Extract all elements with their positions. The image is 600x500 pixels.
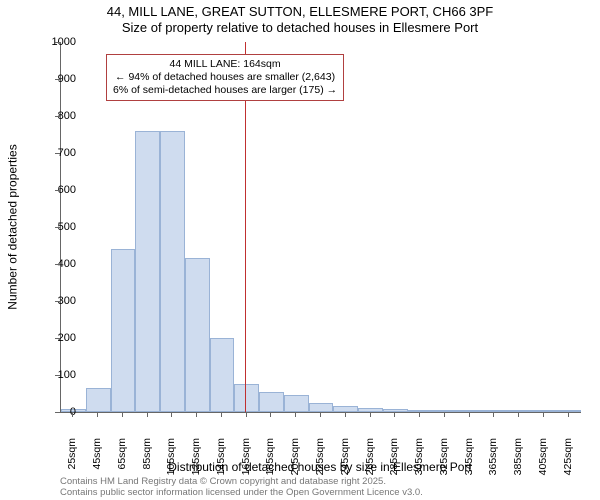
x-axis-label: Distribution of detached houses by size … (60, 460, 580, 474)
annot-line-3: 6% of semi-detached houses are larger (1… (113, 84, 337, 97)
x-tick-mark (419, 412, 420, 417)
histogram-bar (432, 410, 457, 412)
x-tick-mark (394, 412, 395, 417)
chart-container: 44, MILL LANE, GREAT SUTTON, ELLESMERE P… (0, 0, 600, 500)
x-tick-mark (370, 412, 371, 417)
plot-area: 44 MILL LANE: 164sqm ← 94% of detached h… (60, 42, 581, 413)
histogram-bar (135, 131, 160, 412)
x-tick-mark (270, 412, 271, 417)
x-tick-mark (320, 412, 321, 417)
title-line-1: 44, MILL LANE, GREAT SUTTON, ELLESMERE P… (0, 4, 600, 20)
histogram-bar (457, 410, 482, 412)
histogram-bar (531, 410, 556, 412)
histogram-bar (333, 406, 358, 412)
x-tick-mark (493, 412, 494, 417)
histogram-bar (309, 403, 334, 412)
histogram-bar (210, 338, 235, 412)
x-tick-mark (97, 412, 98, 417)
y-axis-label: Number of detached properties (6, 144, 20, 309)
histogram-bar (185, 258, 210, 412)
x-tick-mark (171, 412, 172, 417)
chart-title-block: 44, MILL LANE, GREAT SUTTON, ELLESMERE P… (0, 4, 600, 37)
y-tick-mark (55, 190, 60, 191)
footer-line-2: Contains public sector information licen… (60, 487, 423, 498)
x-tick-mark (543, 412, 544, 417)
x-tick-mark (444, 412, 445, 417)
histogram-bar (86, 388, 111, 412)
histogram-bar (358, 408, 383, 412)
annot-line-2: ← 94% of detached houses are smaller (2,… (113, 71, 337, 84)
histogram-bar (160, 131, 185, 412)
annotation-box: 44 MILL LANE: 164sqm ← 94% of detached h… (106, 54, 344, 101)
y-tick-mark (55, 116, 60, 117)
histogram-bar (259, 392, 284, 412)
histogram-bar (111, 249, 136, 412)
histogram-bar (556, 410, 581, 412)
x-tick-mark (345, 412, 346, 417)
x-tick-mark (518, 412, 519, 417)
x-tick-mark (122, 412, 123, 417)
y-tick-mark (55, 227, 60, 228)
x-tick-mark (147, 412, 148, 417)
footer-block: Contains HM Land Registry data © Crown c… (60, 476, 423, 499)
y-tick-mark (55, 412, 60, 413)
y-tick-mark (55, 42, 60, 43)
x-tick-mark (246, 412, 247, 417)
x-tick-mark (72, 412, 73, 417)
y-tick-mark (55, 375, 60, 376)
histogram-bar (234, 384, 259, 412)
y-axis-label-wrap: Number of detached properties (6, 42, 20, 412)
footer-line-1: Contains HM Land Registry data © Crown c… (60, 476, 423, 487)
x-tick-mark (196, 412, 197, 417)
y-tick-mark (55, 264, 60, 265)
y-tick-mark (55, 79, 60, 80)
x-tick-mark (221, 412, 222, 417)
histogram-bar (284, 395, 309, 412)
annot-line-1: 44 MILL LANE: 164sqm (113, 58, 337, 71)
x-tick-mark (469, 412, 470, 417)
x-tick-mark (568, 412, 569, 417)
y-tick-mark (55, 301, 60, 302)
y-tick-mark (55, 338, 60, 339)
y-tick-mark (55, 153, 60, 154)
x-tick-mark (295, 412, 296, 417)
title-line-2: Size of property relative to detached ho… (0, 20, 600, 36)
